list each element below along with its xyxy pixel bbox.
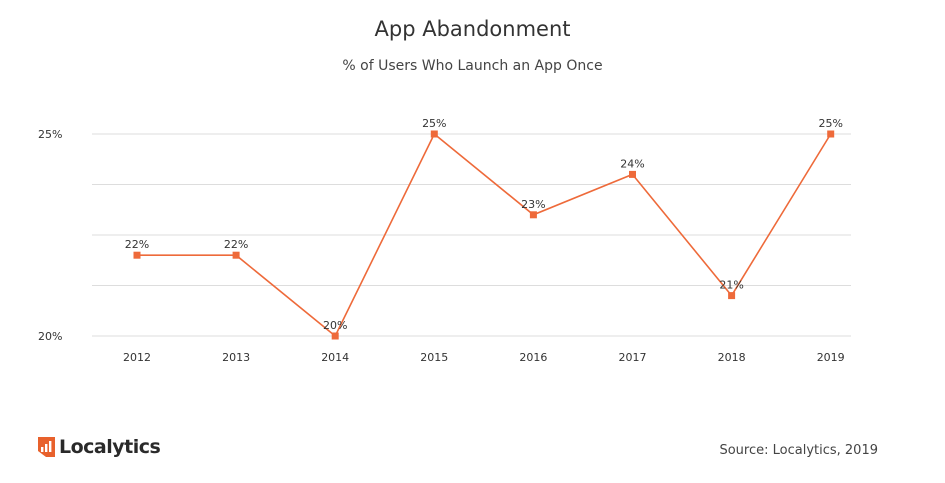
data-point xyxy=(232,251,240,259)
chart-bars-square-icon xyxy=(38,437,55,457)
data-point xyxy=(827,130,835,138)
y-tick-label: 20% xyxy=(38,330,62,343)
data-label: 24% xyxy=(620,157,644,170)
data-label: 23% xyxy=(521,198,545,211)
x-tick-label: 2019 xyxy=(817,351,845,364)
data-point xyxy=(430,130,438,138)
source-note: Source: Localytics, 2019 xyxy=(719,443,878,458)
x-tick-label: 2017 xyxy=(619,351,647,364)
x-tick-label: 2016 xyxy=(519,351,547,364)
data-point xyxy=(629,170,636,178)
series-line xyxy=(137,132,832,338)
series-line-path xyxy=(137,132,832,338)
x-tick-label: 2018 xyxy=(718,351,746,364)
chart-title: App Abandonment xyxy=(374,17,571,41)
gridlines xyxy=(92,133,851,337)
data-label: 25% xyxy=(422,117,446,130)
localytics-logo: Localytics xyxy=(38,436,161,458)
data-labels: 22% 22% 20% 25% 23% 24% 21% 25% xyxy=(125,117,843,332)
brand-name: Localytics xyxy=(59,436,161,458)
data-point xyxy=(728,292,736,300)
data-label: 22% xyxy=(125,238,149,251)
data-point xyxy=(133,251,141,259)
x-tick-label: 2015 xyxy=(420,351,448,364)
x-tick-label: 2014 xyxy=(321,351,349,364)
x-tick-label: 2012 xyxy=(123,351,151,364)
x-tick-label: 2013 xyxy=(222,351,250,364)
data-point xyxy=(529,211,537,219)
data-label: 20% xyxy=(323,319,347,332)
data-label: 25% xyxy=(818,117,842,130)
data-markers xyxy=(133,130,835,340)
x-axis: 2012 2013 2014 2015 2016 2017 2018 2019 xyxy=(123,351,845,364)
y-tick-label: 25% xyxy=(38,128,62,141)
data-point xyxy=(331,332,339,340)
data-label: 22% xyxy=(224,238,248,251)
data-label: 21% xyxy=(719,279,743,292)
y-axis: 20% 25% xyxy=(38,128,62,343)
chart-subtitle: % of Users Who Launch an App Once xyxy=(342,58,603,74)
